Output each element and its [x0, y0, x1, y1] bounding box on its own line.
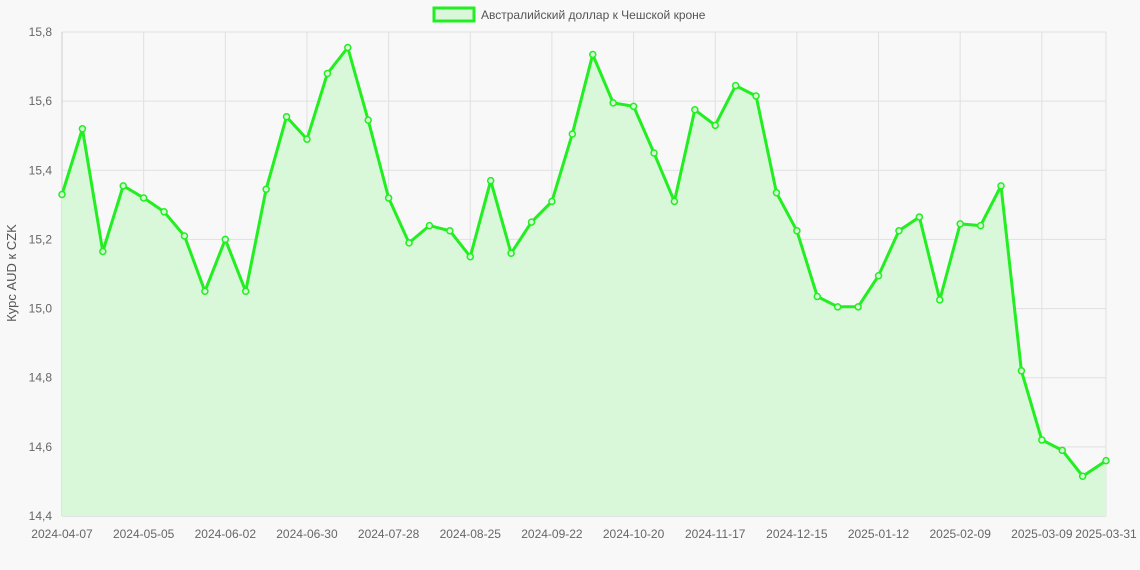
- series-area-fill: [62, 47, 1106, 516]
- y-tick-label: 15,0: [29, 302, 53, 316]
- x-tick-label: 2024-06-02: [195, 527, 257, 541]
- data-point[interactable]: [405, 239, 413, 247]
- data-point[interactable]: [793, 227, 801, 235]
- series-points: [58, 43, 1110, 480]
- data-point[interactable]: [691, 106, 699, 114]
- data-point[interactable]: [446, 227, 454, 235]
- data-point[interactable]: [936, 296, 944, 304]
- data-point[interactable]: [139, 194, 148, 202]
- data-point[interactable]: [160, 208, 168, 216]
- x-tick-label: 2024-08-25: [440, 527, 502, 541]
- y-tick-label: 15,6: [29, 94, 53, 108]
- data-point[interactable]: [670, 197, 679, 206]
- x-tick-label: 2024-09-22: [521, 527, 583, 541]
- data-point[interactable]: [527, 218, 536, 226]
- x-axis-tick-labels: 2024-04-07 2024-05-05 2024-06-02 2024-06-30…: [31, 527, 1137, 541]
- y-tick-label: 15,4: [29, 163, 53, 177]
- data-point[interactable]: [874, 271, 883, 280]
- data-point[interactable]: [507, 249, 515, 258]
- data-point[interactable]: [548, 197, 556, 206]
- data-point[interactable]: [854, 303, 862, 311]
- data-point[interactable]: [629, 102, 638, 111]
- data-point[interactable]: [486, 176, 495, 185]
- x-tick-label: 2024-10-20: [603, 527, 665, 541]
- data-point[interactable]: [1078, 472, 1087, 480]
- x-tick-label: 2024-06-30: [276, 527, 338, 541]
- x-tick-label: 2024-05-05: [113, 527, 175, 541]
- data-point[interactable]: [772, 189, 781, 197]
- data-point[interactable]: [895, 227, 903, 235]
- data-point[interactable]: [568, 130, 577, 138]
- data-point[interactable]: [650, 149, 658, 157]
- legend-swatch[interactable]: [432, 6, 476, 23]
- data-point[interactable]: [976, 221, 985, 230]
- y-axis-tick-labels: 14,4 14,6 14,8 15,0 15,2 15,4 15,6 15,8: [29, 25, 53, 523]
- data-point[interactable]: [731, 81, 740, 90]
- data-point[interactable]: [956, 220, 964, 228]
- series-line: [60, 46, 1107, 478]
- x-tick-label: 2024-07-28: [358, 527, 420, 541]
- data-point[interactable]: [303, 135, 311, 143]
- data-point[interactable]: [384, 194, 393, 202]
- data-point[interactable]: [833, 303, 842, 311]
- data-point[interactable]: [119, 182, 127, 190]
- y-tick-label: 14,4: [29, 509, 53, 523]
- data-point[interactable]: [425, 221, 434, 230]
- data-point[interactable]: [180, 232, 189, 240]
- x-tick-label: 2024-04-07: [31, 527, 93, 541]
- legend-label[interactable]: Австралийский доллар к Чешской кроне: [481, 8, 706, 22]
- data-point[interactable]: [1102, 456, 1110, 465]
- x-tick-label: 2025-01-12: [848, 527, 910, 541]
- data-point[interactable]: [1038, 436, 1046, 444]
- data-point[interactable]: [323, 69, 332, 78]
- data-point[interactable]: [78, 125, 87, 133]
- data-point[interactable]: [813, 292, 822, 301]
- y-tick-label: 15,2: [29, 232, 53, 246]
- x-tick-label: 2025-03-09: [1011, 527, 1073, 541]
- data-point[interactable]: [1058, 446, 1067, 455]
- data-point[interactable]: [997, 182, 1005, 190]
- data-point[interactable]: [201, 287, 209, 296]
- data-point[interactable]: [609, 99, 617, 107]
- data-point[interactable]: [344, 43, 352, 52]
- data-point[interactable]: [221, 235, 230, 244]
- data-point[interactable]: [1017, 367, 1026, 375]
- y-tick-label: 14,8: [29, 371, 53, 385]
- x-tick-label: 2024-12-15: [766, 527, 828, 541]
- data-point[interactable]: [915, 213, 924, 221]
- data-point[interactable]: [364, 116, 372, 124]
- x-tick-label: 2025-02-09: [929, 527, 991, 541]
- x-tick-label: 2024-11-17: [685, 527, 746, 541]
- data-point[interactable]: [752, 92, 760, 100]
- data-point[interactable]: [262, 185, 270, 194]
- x-tick-label: 2025-03-31: [1075, 527, 1137, 541]
- data-point[interactable]: [58, 190, 66, 199]
- data-point[interactable]: [99, 247, 107, 256]
- y-tick-label: 14,6: [29, 440, 53, 454]
- y-axis-title: Курс AUD к CZK: [4, 224, 19, 322]
- y-tick-label: 15,8: [29, 25, 53, 39]
- data-point[interactable]: [282, 112, 291, 121]
- legend[interactable]: Австралийский доллар к Чешской кроне: [432, 6, 706, 23]
- data-point[interactable]: [466, 252, 475, 261]
- data-point[interactable]: [711, 121, 719, 130]
- data-point[interactable]: [241, 287, 250, 296]
- data-point[interactable]: [588, 50, 597, 59]
